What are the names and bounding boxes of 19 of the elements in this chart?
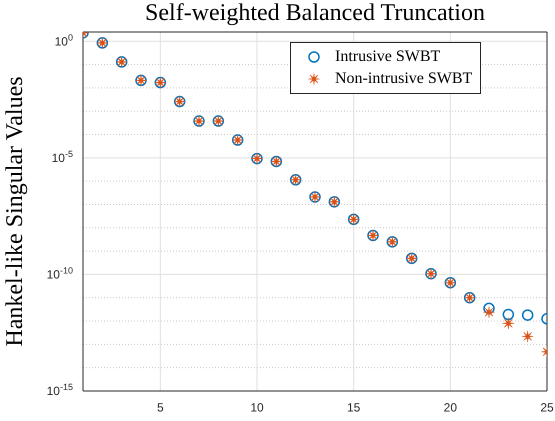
point (522, 309, 534, 321)
point (502, 318, 514, 330)
x-tick-label: 5 (156, 400, 164, 415)
y-tick-label: 10$^{-15}$ (46, 382, 73, 398)
point (483, 302, 495, 314)
x-tick-label: 25 (540, 400, 554, 415)
legend-label: Intrusive SWBT (335, 48, 440, 66)
y-tick-label: 10$^{-10}$ (46, 265, 73, 282)
y-tick-label: 10$^{0}$ (54, 32, 73, 48)
point (483, 306, 495, 318)
legend-label: Non-intrusive SWBT (335, 70, 472, 88)
y-axis-title: Hankel-like Singular Values (2, 76, 28, 347)
x-tick-label: 10 (250, 400, 264, 415)
chart-title: Self-weighted Balanced Truncation (144, 0, 486, 27)
point (522, 330, 534, 342)
point (502, 308, 514, 320)
y-tick-label: 10$^{-5}$ (52, 148, 73, 165)
x-tick-label: 20 (444, 400, 458, 415)
x-tick-label: 15 (346, 400, 361, 415)
